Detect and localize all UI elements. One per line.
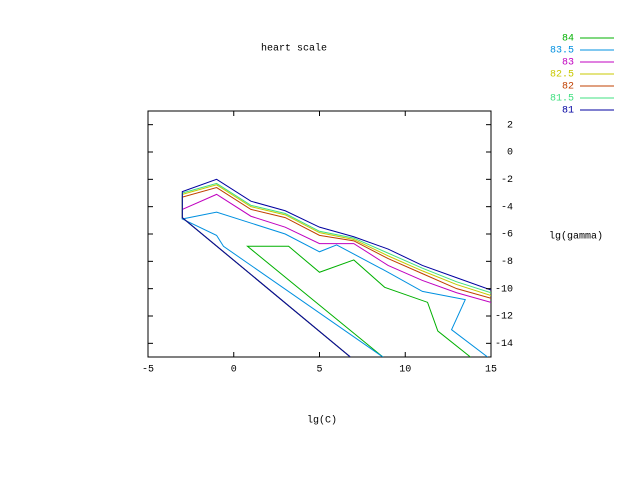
legend-label: 84 xyxy=(562,34,574,45)
x-tick-label: 10 xyxy=(399,365,411,376)
x-tick-label: 0 xyxy=(231,365,237,376)
contour-line xyxy=(181,186,491,357)
y-tick-label: 0 xyxy=(507,148,513,159)
contour-line xyxy=(181,182,491,357)
contour-line xyxy=(181,184,491,357)
contour-line xyxy=(181,193,491,357)
contour-lines xyxy=(180,178,491,357)
y-tick-label: -4 xyxy=(501,202,513,213)
y-tick-label: -10 xyxy=(495,284,513,295)
contour-line xyxy=(181,178,491,357)
y-tick-label: -2 xyxy=(501,175,513,186)
y-tick-label: -8 xyxy=(501,257,513,268)
legend-label: 81.5 xyxy=(550,94,574,105)
legend-label: 82.5 xyxy=(550,70,574,81)
legend-label: 81 xyxy=(562,106,574,117)
y-axis-label: lg(gamma) xyxy=(549,231,603,243)
legend-label: 83 xyxy=(562,58,574,69)
y-tick-label: -6 xyxy=(501,230,513,241)
x-tick-label: -5 xyxy=(142,365,154,376)
chart-title: heart scale xyxy=(261,43,327,55)
y-tick-label: -14 xyxy=(495,339,513,350)
y-tick-label: -12 xyxy=(495,312,513,323)
legend-label: 83.5 xyxy=(550,46,574,57)
y-tick-label: 2 xyxy=(507,120,513,131)
contour-line xyxy=(180,211,488,357)
x-axis-label: lg(C) xyxy=(307,415,337,427)
x-tick-label: 15 xyxy=(485,365,497,376)
plot-frame xyxy=(147,110,492,358)
contour-line xyxy=(246,245,471,357)
x-tick-label: 5 xyxy=(316,365,322,376)
legend-label: 82 xyxy=(562,82,574,93)
